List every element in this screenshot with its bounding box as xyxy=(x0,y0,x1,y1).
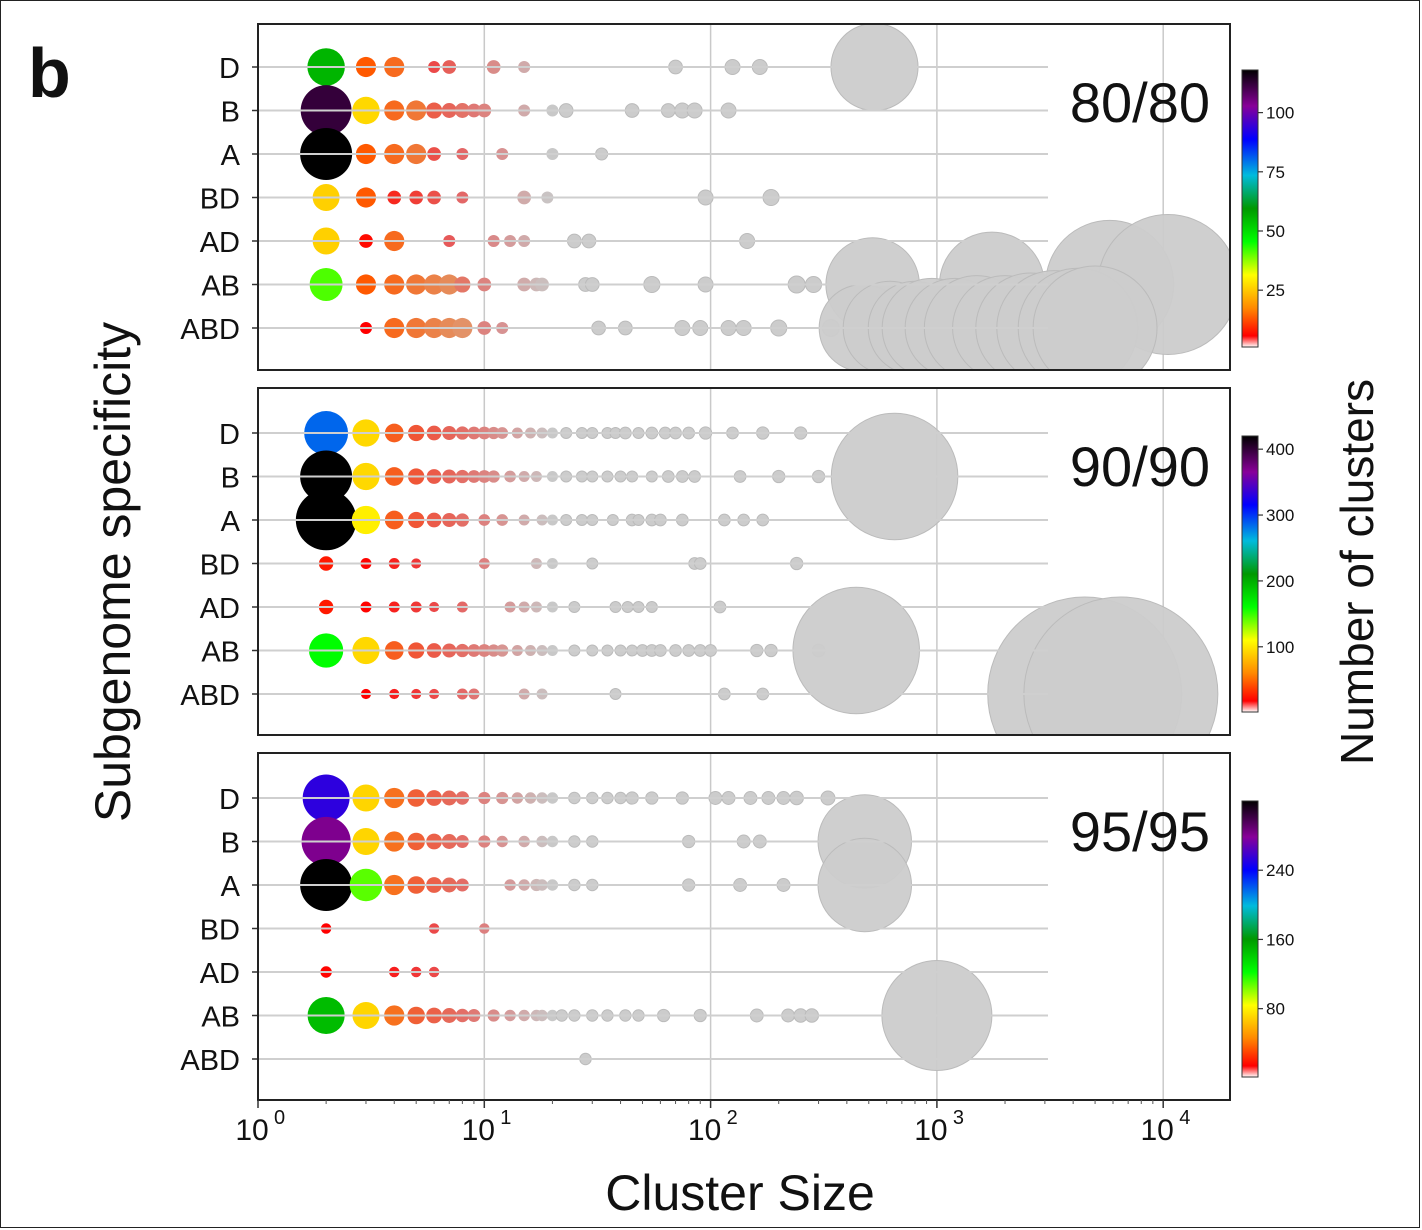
colorbar-tick-label: 160 xyxy=(1266,930,1294,949)
colorbar: 80 160 240 xyxy=(1241,800,1294,1078)
x-tick-exponent: 3 xyxy=(953,1107,964,1129)
x-tick-exponent: 1 xyxy=(500,1107,511,1129)
x-tick-exponent: 0 xyxy=(274,1107,285,1129)
panel-frame xyxy=(257,387,1231,736)
colorbar-label: Number of clusters xyxy=(1331,379,1383,765)
colorbar-gradient xyxy=(1241,435,1259,713)
x-tick-label: 10 xyxy=(1141,1114,1174,1147)
colorbar: 25 50 75 100 xyxy=(1241,69,1294,348)
row-label: BD xyxy=(200,915,240,947)
colorbar-tick-label: 25 xyxy=(1266,281,1285,300)
colorbar-tick-label: 400 xyxy=(1266,440,1294,459)
row-label: A xyxy=(221,506,241,538)
colorbar-tick-label: 300 xyxy=(1266,506,1294,525)
colorbar-gradient xyxy=(1241,800,1259,1078)
colorbar-tick-label: 240 xyxy=(1266,861,1294,880)
row-label: AB xyxy=(201,637,240,669)
x-tick-label: 10 xyxy=(914,1114,947,1147)
colorbar-tick-label: 200 xyxy=(1266,572,1294,591)
colorbar-gradient xyxy=(1241,69,1259,348)
x-tick-label: 10 xyxy=(235,1114,268,1147)
row-label: BD xyxy=(200,550,240,582)
colorbar-tick-label: 75 xyxy=(1266,163,1285,182)
data-point xyxy=(1032,265,1158,370)
panel-frame xyxy=(257,752,1231,1101)
row-label: D xyxy=(219,784,240,816)
panel-title: 90/90 xyxy=(1070,435,1210,498)
panel-title: 80/80 xyxy=(1070,71,1210,134)
panel-letter: b xyxy=(28,34,71,112)
colorbar-tick-label: 50 xyxy=(1266,222,1285,241)
row-label: AD xyxy=(200,958,240,990)
row-label: BD xyxy=(200,184,240,216)
row-label: A xyxy=(221,140,241,172)
bubble-layer xyxy=(300,774,993,1071)
row-label: AD xyxy=(200,227,240,259)
row-label: ABD xyxy=(180,1045,240,1077)
row-label: B xyxy=(221,463,240,495)
x-tick-exponent: 4 xyxy=(1179,1107,1190,1129)
row-label: AB xyxy=(201,1002,240,1034)
row-label: D xyxy=(219,53,240,85)
x-axis-label: Cluster Size xyxy=(605,1165,875,1221)
x-tick-exponent: 2 xyxy=(727,1107,738,1129)
colorbar-tick-label: 100 xyxy=(1266,104,1294,123)
colorbar: 100 200 300 400 xyxy=(1241,435,1294,713)
row-label: A xyxy=(221,871,241,903)
plot-layer: DBABDADABABD80/80255075100DBABDADABABD90… xyxy=(180,23,1294,1147)
row-label: B xyxy=(221,828,240,860)
x-tick-label: 10 xyxy=(462,1114,495,1147)
row-label: AD xyxy=(200,593,240,625)
row-label: B xyxy=(221,97,240,129)
panel-title: 95/95 xyxy=(1070,800,1210,863)
panel-frame xyxy=(257,23,1231,371)
row-label: D xyxy=(219,419,240,451)
colorbar-tick-label: 80 xyxy=(1266,1000,1285,1019)
data-point xyxy=(1023,596,1219,735)
row-label: ABD xyxy=(180,680,240,712)
x-axis: 10 0 10 1 10 2 10 3 10 4 xyxy=(235,1100,1190,1147)
row-label: AB xyxy=(201,271,240,303)
row-label: ABD xyxy=(180,314,240,346)
colorbar-tick-label: 100 xyxy=(1266,638,1294,657)
x-tick-label: 10 xyxy=(688,1114,721,1147)
y-axis-label: Subgenome specificity xyxy=(85,322,141,822)
